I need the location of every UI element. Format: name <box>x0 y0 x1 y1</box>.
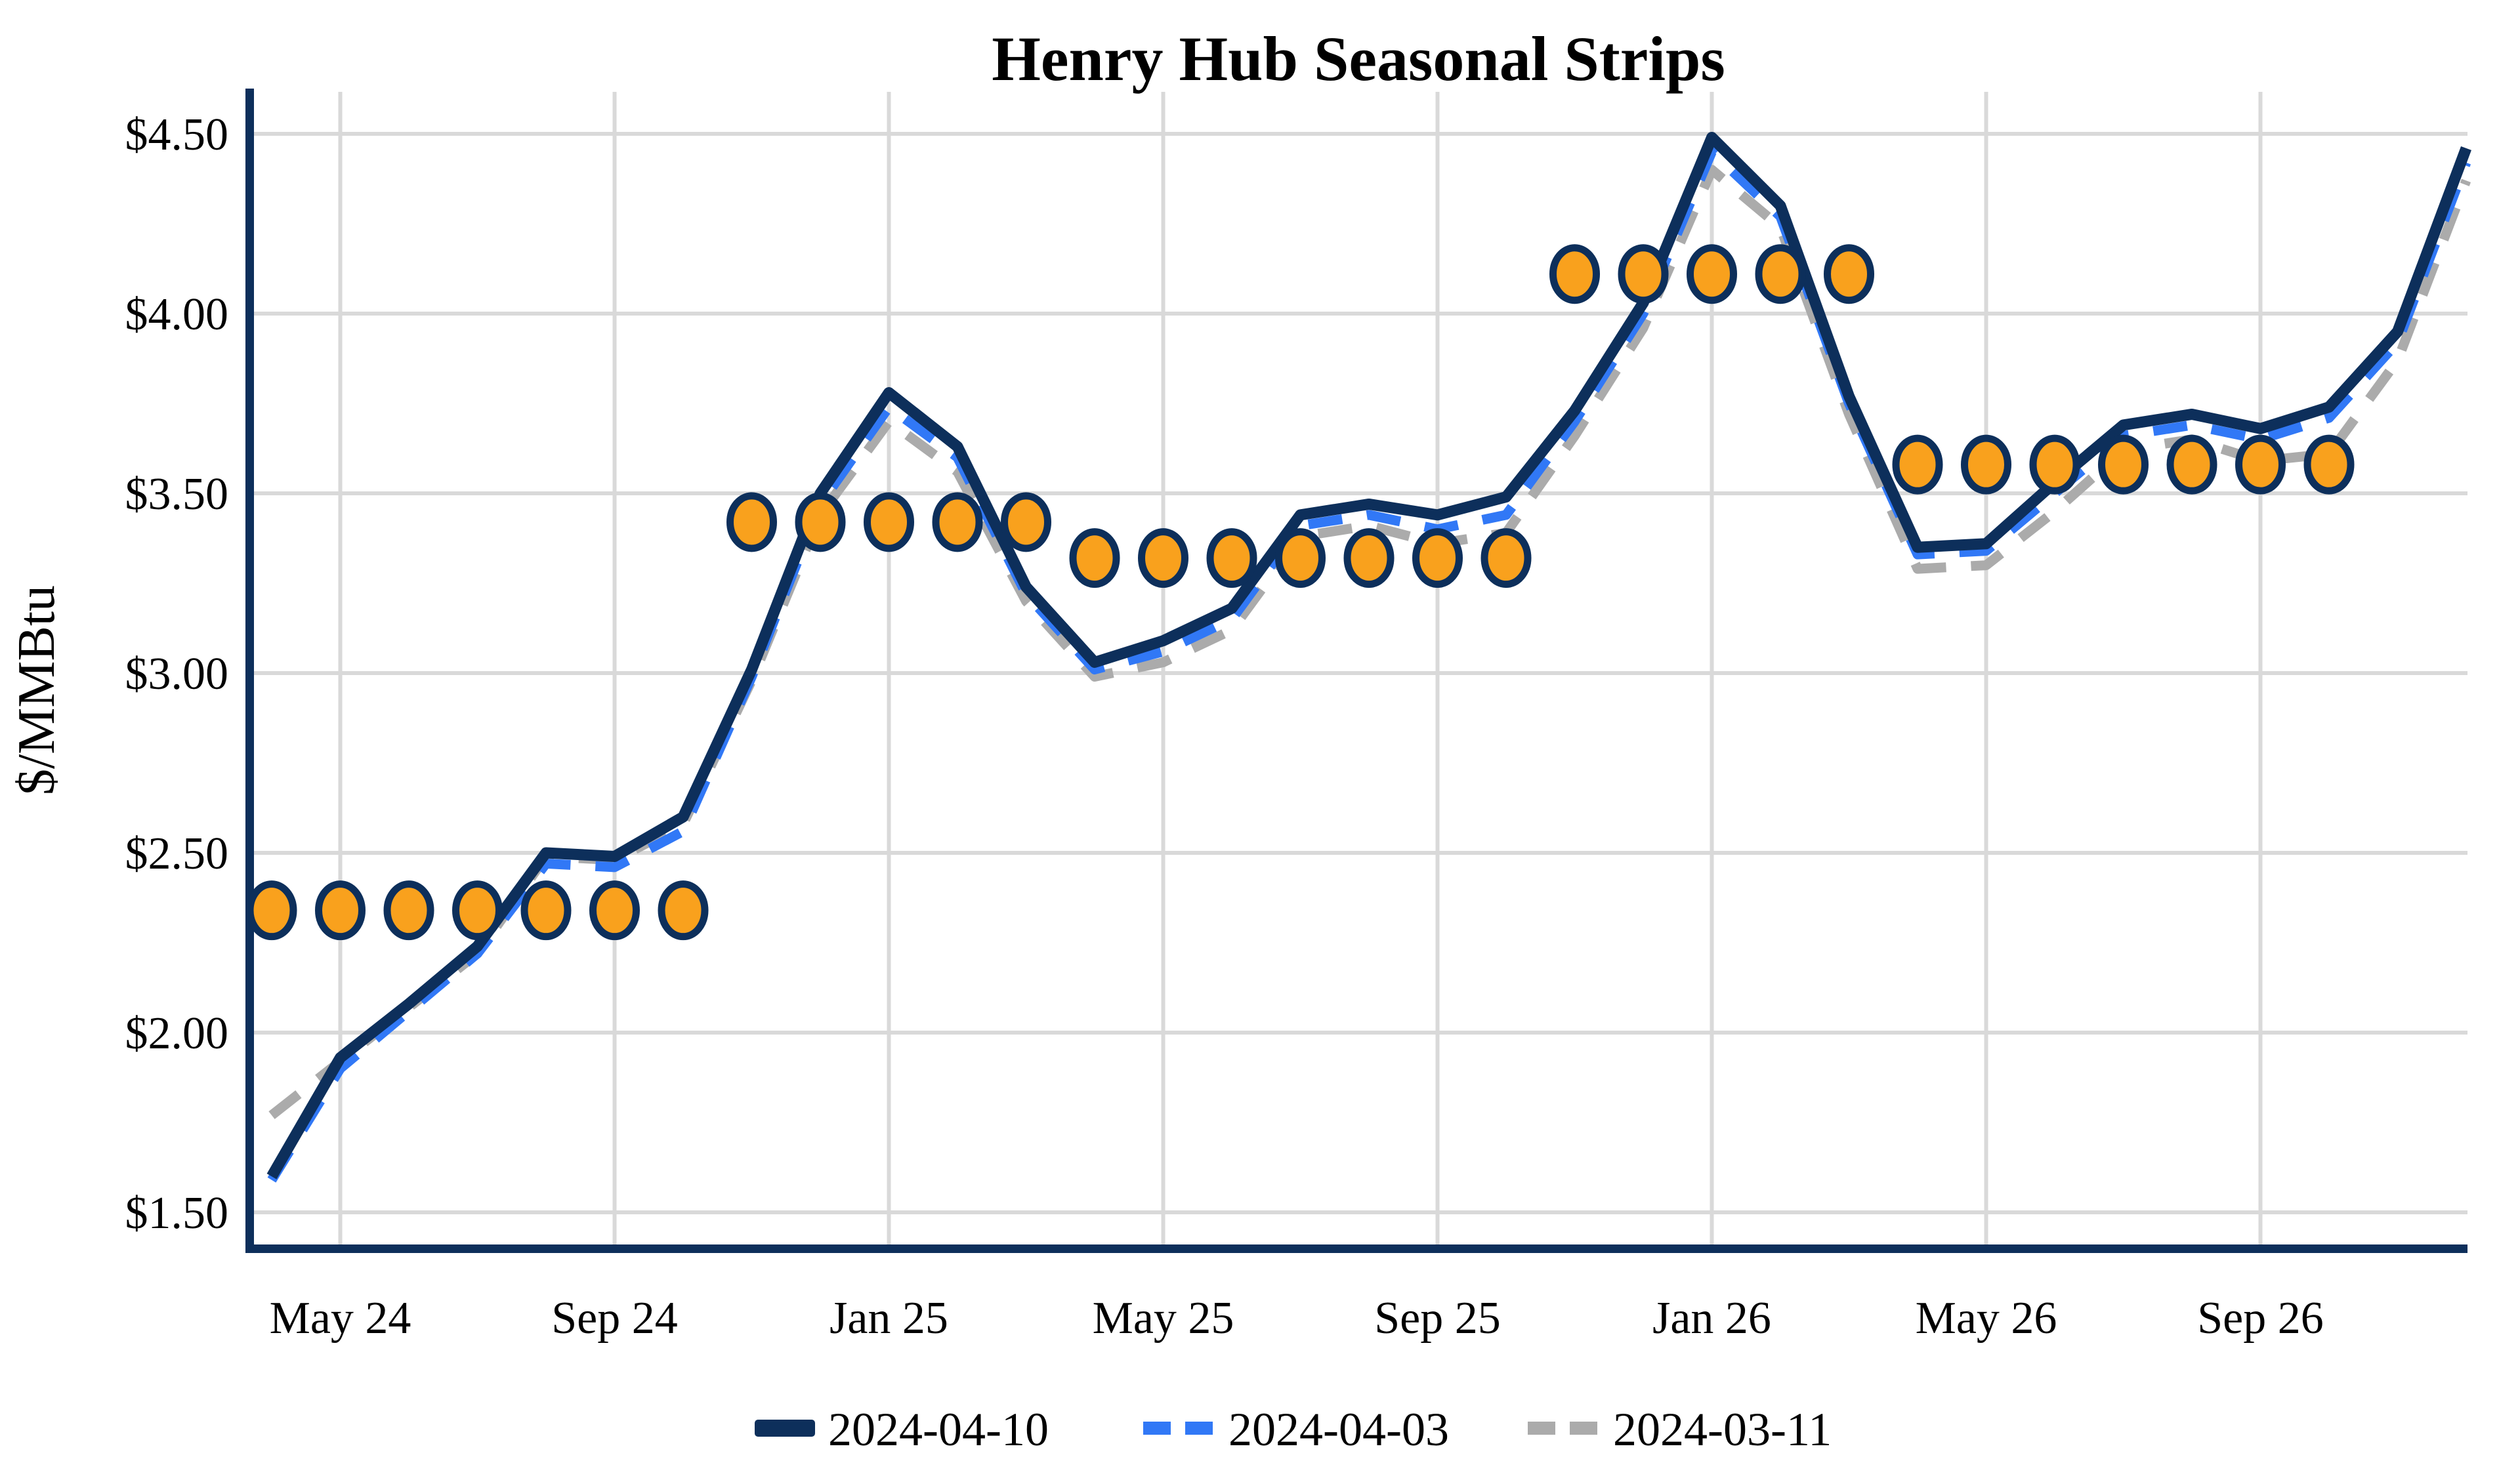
strip-marker <box>658 880 709 941</box>
strip-marker <box>2235 434 2286 495</box>
x-tick-labels: May 24 Sep 24 Jan 25 May 25 Sep 25 Jan 26 May … <box>270 1293 2324 1344</box>
strip-marker <box>1961 434 2011 495</box>
legend-item-2024-04-10: 2024-04-10 <box>755 1403 1049 1456</box>
x-tick-label: Jan 26 <box>1652 1293 1771 1344</box>
strip-marker <box>726 492 777 552</box>
strip-marker <box>1275 528 1326 588</box>
legend-dash-swatch <box>1143 1422 1171 1435</box>
axes <box>245 89 2468 1253</box>
legend-solid-swatch <box>755 1420 815 1437</box>
legend-dash-swatch <box>1185 1422 1213 1435</box>
strip-marker <box>1549 244 1600 304</box>
strip-marker <box>520 880 572 941</box>
strip-marker <box>864 492 914 552</box>
y-axis-spine <box>245 89 254 1253</box>
y-axis-title: $/MMBtu <box>8 585 66 795</box>
strip-marker <box>2166 434 2217 495</box>
x-tick-label: Sep 24 <box>551 1293 678 1344</box>
legend-item-2024-03-11: 2024-03-11 <box>1528 1403 1832 1456</box>
strip-marker <box>1343 528 1395 588</box>
strip-marker <box>589 880 640 941</box>
gridlines <box>251 92 2468 1244</box>
x-tick-label: Sep 26 <box>2197 1293 2324 1344</box>
series-line-2024-04-03 <box>267 146 2471 1183</box>
strip-marker <box>1138 528 1188 588</box>
strip-marker <box>1480 528 1532 588</box>
strip-marker <box>1618 244 1669 304</box>
series-line-2024-03-11 <box>268 165 2471 1119</box>
strip-marker <box>383 880 434 941</box>
strip-marker <box>1824 244 1874 304</box>
strip-marker <box>1892 434 1943 495</box>
y-tick-label: $2.00 <box>125 1008 229 1059</box>
strip-marker <box>1001 492 1051 552</box>
strip-marker <box>246 880 297 941</box>
strip-marker <box>452 880 503 941</box>
x-tick-label: Sep 25 <box>1374 1293 1501 1344</box>
legend-dash-swatch <box>1528 1422 1555 1435</box>
strip-marker <box>795 492 846 552</box>
x-tick-label: May 24 <box>270 1293 411 1344</box>
y-tick-label: $1.50 <box>125 1188 229 1239</box>
legend: 2024-04-10 2024-04-03 2024-03-11 <box>755 1403 1832 1456</box>
y-tick-label: $3.50 <box>125 469 229 520</box>
x-tick-label: May 26 <box>1916 1293 2057 1344</box>
strip-marker <box>1687 244 1737 304</box>
strip-marker <box>2098 434 2149 495</box>
x-tick-label: May 25 <box>1093 1293 1234 1344</box>
x-axis-spine <box>245 1244 2468 1253</box>
y-tick-labels: $1.50 $2.00 $2.50 $3.00 $3.50 $4.00 $4.50 <box>125 110 229 1239</box>
chart-title: Henry Hub Seasonal Strips <box>992 24 1725 94</box>
x-tick-label: Jan 25 <box>830 1293 948 1344</box>
legend-dash-swatch <box>1570 1422 1597 1435</box>
legend-label: 2024-04-10 <box>828 1403 1049 1456</box>
strip-marker <box>1206 528 1257 588</box>
legend-label: 2024-03-11 <box>1613 1403 1832 1456</box>
legend-item-2024-04-03: 2024-04-03 <box>1143 1403 1449 1456</box>
legend-label: 2024-04-03 <box>1228 1403 1449 1456</box>
y-tick-label: $4.00 <box>125 289 229 340</box>
seasonal-strip-markers <box>246 244 2355 941</box>
strip-marker <box>1069 528 1120 588</box>
y-tick-label: $3.00 <box>125 649 229 699</box>
y-tick-label: $2.50 <box>125 829 229 879</box>
strip-marker <box>2029 434 2080 495</box>
strip-marker <box>932 492 983 552</box>
series-lines <box>266 131 2471 1183</box>
strip-marker <box>1412 528 1463 588</box>
strip-marker <box>315 880 366 941</box>
strip-marker <box>1755 244 1806 304</box>
y-tick-label: $4.50 <box>125 110 229 160</box>
series-line-2024-04-10 <box>266 131 2471 1180</box>
strip-marker <box>2303 434 2355 495</box>
